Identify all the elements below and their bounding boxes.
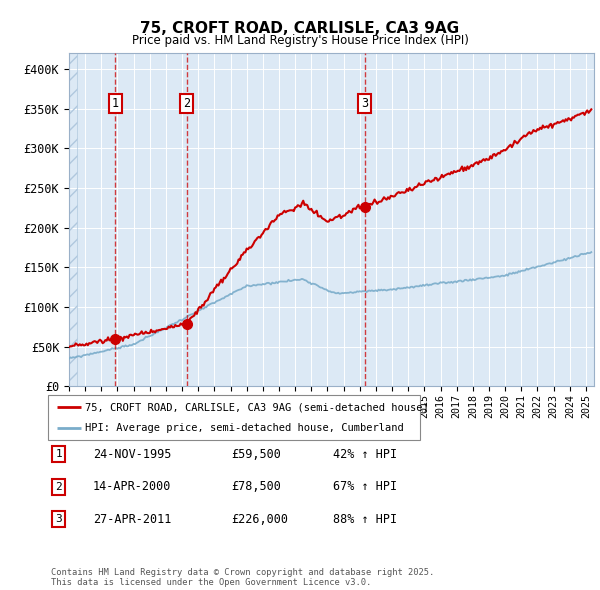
Text: Price paid vs. HM Land Registry's House Price Index (HPI): Price paid vs. HM Land Registry's House …	[131, 34, 469, 47]
Text: 67% ↑ HPI: 67% ↑ HPI	[333, 480, 397, 493]
Bar	[69, 53, 77, 386]
Text: £78,500: £78,500	[231, 480, 281, 493]
Text: £59,500: £59,500	[231, 448, 281, 461]
Text: 14-APR-2000: 14-APR-2000	[93, 480, 172, 493]
Text: 75, CROFT ROAD, CARLISLE, CA3 9AG: 75, CROFT ROAD, CARLISLE, CA3 9AG	[140, 21, 460, 35]
Text: 27-APR-2011: 27-APR-2011	[93, 513, 172, 526]
Text: 24-NOV-1995: 24-NOV-1995	[93, 448, 172, 461]
Text: Contains HM Land Registry data © Crown copyright and database right 2025.
This d: Contains HM Land Registry data © Crown c…	[51, 568, 434, 587]
Text: 88% ↑ HPI: 88% ↑ HPI	[333, 513, 397, 526]
Text: 3: 3	[55, 514, 62, 524]
FancyBboxPatch shape	[48, 395, 420, 440]
Bar	[69, 53, 77, 386]
Text: £226,000: £226,000	[231, 513, 288, 526]
Text: 1: 1	[112, 97, 119, 110]
Text: 2: 2	[183, 97, 190, 110]
Text: 3: 3	[361, 97, 368, 110]
Text: 1: 1	[55, 450, 62, 459]
Text: 42% ↑ HPI: 42% ↑ HPI	[333, 448, 397, 461]
Text: HPI: Average price, semi-detached house, Cumberland: HPI: Average price, semi-detached house,…	[85, 424, 404, 434]
Text: 2: 2	[55, 482, 62, 491]
Text: 75, CROFT ROAD, CARLISLE, CA3 9AG (semi-detached house): 75, CROFT ROAD, CARLISLE, CA3 9AG (semi-…	[85, 402, 429, 412]
